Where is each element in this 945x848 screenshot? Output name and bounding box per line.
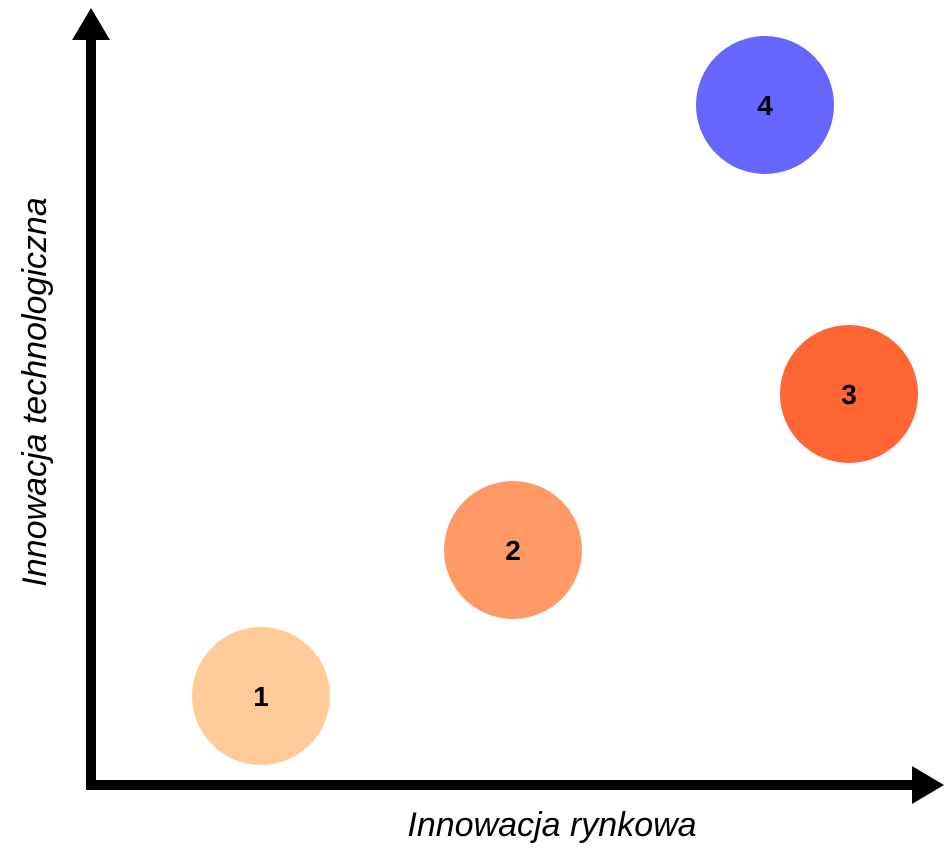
bubble-2: 2 (444, 481, 582, 619)
bubble-1-circle (192, 627, 330, 765)
y-axis (72, 8, 110, 790)
y-axis-arrow-icon (72, 8, 110, 40)
bubble-1: 1 (192, 627, 330, 765)
y-axis-title: Innowacja technologiczna (16, 197, 54, 586)
x-axis-title: Innowacja rynkowa (407, 806, 696, 844)
bubble-4: 4 (696, 36, 834, 174)
bubble-3: 3 (780, 325, 918, 463)
bubble-2-label: 2 (505, 535, 521, 566)
bubble-1-label: 1 (253, 681, 269, 712)
bubble-3-label: 3 (841, 379, 857, 410)
bubble-4-circle (696, 36, 834, 174)
bubble-2-circle (444, 481, 582, 619)
bubble-3-circle (780, 325, 918, 463)
bubble-4-label: 4 (757, 90, 773, 121)
x-axis (86, 766, 944, 804)
x-axis-arrow-icon (912, 766, 944, 804)
